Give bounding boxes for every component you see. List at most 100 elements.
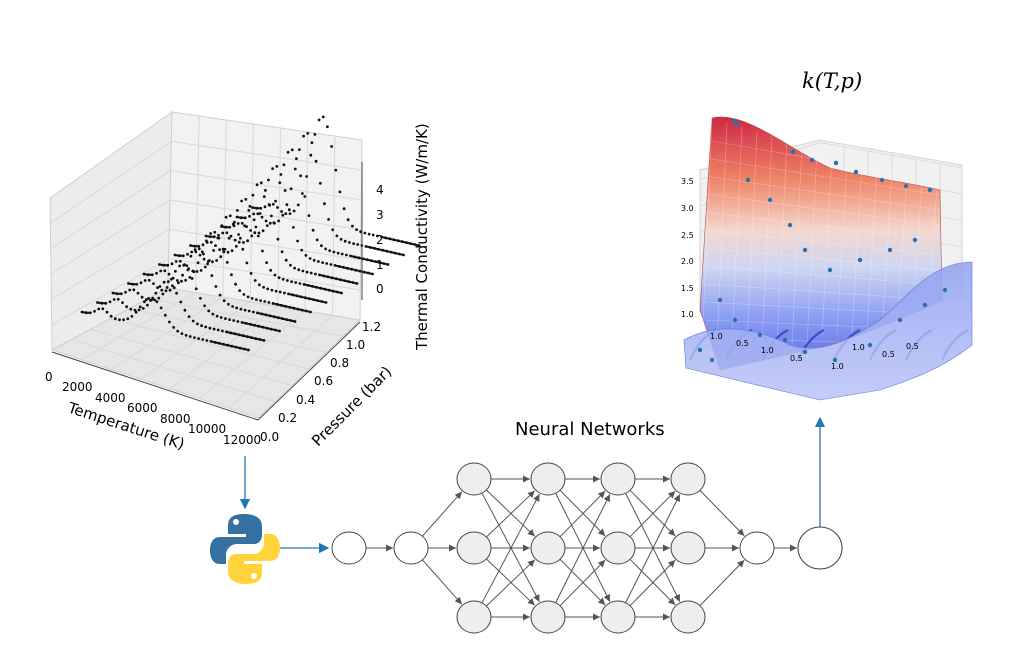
surface-data-point <box>867 342 873 348</box>
network-node <box>456 600 492 634</box>
network-node <box>530 531 566 565</box>
surface-floor-tick: 0.5 <box>906 342 919 351</box>
network-title: Neural Networks <box>515 419 665 440</box>
network-edge <box>629 559 676 607</box>
surface-data-point <box>734 121 740 127</box>
surface-z-tick: 1.5 <box>681 284 694 293</box>
z-axis-label: Thermal Conductivity (W/m/K) <box>413 123 431 351</box>
x-tick: 8000 <box>160 412 191 426</box>
z-tick: 2 <box>376 233 384 247</box>
network-node <box>670 600 706 634</box>
network-edge <box>559 559 606 607</box>
y-tick: 1.0 <box>346 338 365 352</box>
surface-data-point <box>942 287 948 293</box>
z-tick: 4 <box>376 183 384 197</box>
left-plot-curves <box>80 115 421 352</box>
surface-floor-tick: 0.5 <box>736 339 749 348</box>
network-node <box>456 531 492 565</box>
surface-data-point <box>802 349 808 355</box>
network-node <box>331 531 367 565</box>
surface-data-point <box>879 177 885 183</box>
y-tick: 0.4 <box>296 393 315 407</box>
surface-data-point <box>827 267 833 273</box>
python-logo-icon <box>210 514 280 584</box>
surface-data-point <box>790 149 796 155</box>
x-tick: 4000 <box>95 391 126 405</box>
network-node <box>530 462 566 496</box>
surface-data-point <box>887 247 893 253</box>
network-node <box>600 531 636 565</box>
network-node <box>600 600 636 634</box>
surface-data-point <box>922 302 928 308</box>
network-node <box>393 531 429 565</box>
surface-data-point <box>927 187 933 193</box>
z-tick: 1 <box>376 258 384 272</box>
surface-z-tick: 2.0 <box>681 257 694 266</box>
y-tick: 0.6 <box>314 374 333 388</box>
x-tick: 0 <box>45 370 53 384</box>
surface-data-point <box>857 257 863 263</box>
surface-floor-tick: 1.0 <box>761 346 774 355</box>
network-edge <box>481 493 540 604</box>
right-3d-surface-plot: k(T,p) 1.0 1.5 2.0 2.5 3.0 3.5 1.0 0.5 1… <box>681 69 973 401</box>
network-edge <box>699 490 745 537</box>
left-plot-y-axis-line <box>257 321 361 421</box>
x-tick: 12000 <box>223 433 261 447</box>
network-node <box>600 462 636 496</box>
surface-data-point <box>833 160 839 166</box>
left-plot-x-axis-line <box>51 351 259 421</box>
network-node <box>739 531 775 565</box>
surface-data-point <box>802 247 808 253</box>
z-tick: 0 <box>376 282 384 296</box>
surface-data-point <box>912 237 918 243</box>
y-tick: 1.2 <box>362 320 381 334</box>
network-node <box>670 531 706 565</box>
surface-data-point <box>767 197 773 203</box>
x-tick: 6000 <box>127 401 158 415</box>
surface-floor-tick: 0.5 <box>882 350 895 359</box>
network-edge <box>422 491 463 537</box>
network-edges <box>366 475 797 621</box>
surface-floor-tick: 1.0 <box>710 332 723 341</box>
surface-data-point <box>709 357 715 363</box>
surface-data-point <box>897 317 903 323</box>
surface-data-point <box>745 177 751 183</box>
network-edge <box>555 494 611 603</box>
network-edge <box>559 490 606 538</box>
surface-z-tick: 2.5 <box>681 231 694 240</box>
surface-z-tick: 3.5 <box>681 177 694 186</box>
surface-data-point <box>732 317 738 323</box>
surface-floor-tick: 0.5 <box>790 354 803 363</box>
surface-data-points <box>697 118 948 363</box>
network-node <box>670 462 706 496</box>
surface-data-point <box>757 332 763 338</box>
left-3d-plot: 0 1 2 3 4 Thermal Conductivity (W/m/K) 0… <box>45 111 431 453</box>
surface-data-point <box>903 183 909 189</box>
neural-network-diagram: Neural Networks <box>331 419 843 634</box>
surface-z-tick: 1.0 <box>681 310 694 319</box>
surface-data-point <box>832 357 838 363</box>
network-node <box>456 462 492 496</box>
surface-data-point <box>782 337 788 343</box>
left-plot-gridlines <box>50 115 362 409</box>
surface-front-band <box>683 261 973 401</box>
surface-z-tick: 3.0 <box>681 204 694 213</box>
y-tick: 0.0 <box>260 430 279 444</box>
surface-data-point <box>787 222 793 228</box>
network-node <box>797 526 843 570</box>
network-edge <box>486 490 536 538</box>
x-tick: 10000 <box>188 422 226 436</box>
surface-floor-tick: 1.0 <box>831 362 844 371</box>
network-edge <box>422 559 463 605</box>
surface-data-point <box>809 157 815 163</box>
network-edge <box>625 494 681 603</box>
z-tick: 3 <box>376 208 384 222</box>
network-nodes <box>331 462 843 634</box>
network-edge <box>629 490 676 538</box>
surface-data-point <box>731 118 737 124</box>
network-edge <box>486 558 536 606</box>
x-tick: 2000 <box>62 380 93 394</box>
surface-data-point <box>697 347 703 353</box>
surface-title: k(T,p) <box>802 69 862 93</box>
